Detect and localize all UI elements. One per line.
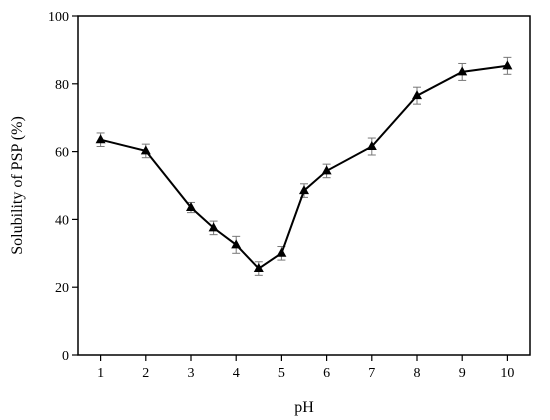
y-tick-label: 80: [55, 78, 69, 93]
data-point: [502, 60, 513, 70]
data-point: [231, 239, 242, 249]
plot-frame: [77, 15, 531, 356]
x-tick-label: 5: [278, 366, 285, 381]
data-point: [95, 134, 106, 144]
x-tick-label: 1: [97, 366, 104, 381]
data-point: [299, 185, 309, 195]
y-tick-label: 60: [55, 146, 69, 161]
x-tick-label: 7: [368, 366, 375, 381]
x-tick-label: 10: [500, 366, 514, 381]
data-point: [412, 90, 422, 100]
data-point: [140, 145, 151, 155]
data-markers: [95, 60, 513, 273]
data-point: [457, 66, 468, 76]
data-point: [253, 263, 264, 273]
x-tick-label: 6: [323, 366, 330, 381]
y-tick-label: 40: [55, 213, 69, 228]
y-axis-title: Solubility of PSP (%): [9, 116, 26, 255]
x-tick-label: 4: [233, 366, 240, 381]
x-tick-label: 2: [142, 366, 149, 381]
series-line: [100, 64, 508, 270]
x-tick-label: 3: [188, 366, 195, 381]
x-tick-label: 9: [459, 366, 466, 381]
x-axis-title: pH: [294, 399, 314, 416]
y-tick-label: 20: [55, 281, 69, 296]
data-point: [186, 202, 196, 212]
x-tick-label: 8: [414, 366, 421, 381]
data-point: [366, 141, 377, 151]
data-point: [321, 165, 332, 175]
data-point: [208, 222, 219, 232]
y-tick-label: 100: [48, 10, 69, 25]
y-tick-label: 0: [62, 349, 69, 364]
data-point: [276, 247, 287, 257]
